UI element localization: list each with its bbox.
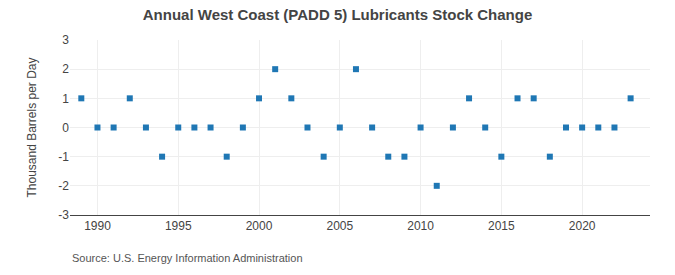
svg-text:2000: 2000 — [246, 219, 273, 233]
svg-text:2020: 2020 — [569, 219, 596, 233]
svg-text:0: 0 — [62, 121, 69, 135]
svg-text:3: 3 — [62, 33, 69, 47]
svg-text:-1: -1 — [58, 150, 69, 164]
svg-text:Annual West Coast (PADD 5) Lub: Annual West Coast (PADD 5) Lubricants St… — [143, 6, 533, 23]
svg-text:1990: 1990 — [84, 219, 111, 233]
svg-text:Thousand Barrels per Day: Thousand Barrels per Day — [25, 57, 39, 197]
svg-text:2: 2 — [62, 62, 69, 76]
svg-text:-2: -2 — [58, 179, 69, 193]
svg-text:2005: 2005 — [326, 219, 353, 233]
svg-text:1: 1 — [62, 92, 69, 106]
svg-text:Source: U.S. Energy Informatio: Source: U.S. Energy Information Administ… — [72, 252, 303, 264]
svg-text:1995: 1995 — [165, 219, 192, 233]
svg-text:2010: 2010 — [407, 219, 434, 233]
svg-text:2015: 2015 — [488, 219, 515, 233]
svg-text:-3: -3 — [58, 208, 69, 222]
